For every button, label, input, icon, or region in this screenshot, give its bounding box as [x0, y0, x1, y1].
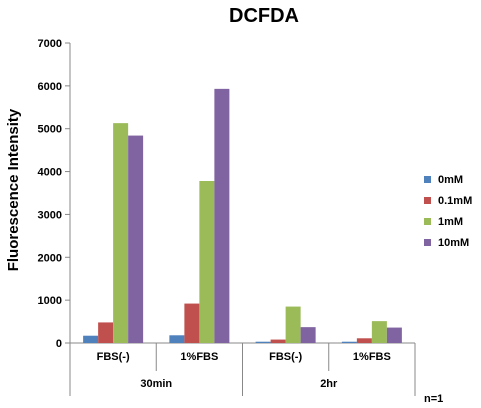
- y-tick-label: 0: [56, 338, 62, 350]
- bar-10mM-2: [214, 88, 230, 343]
- y-tick-label: 1000: [38, 295, 62, 307]
- bar-1mM-4: [371, 321, 387, 343]
- y-tick-label: 6000: [38, 81, 62, 93]
- x-group-label: 30min: [140, 378, 172, 390]
- bar-0mM-4: [341, 341, 357, 343]
- legend-swatch-0.1mM: [424, 197, 431, 204]
- y-tick-label: 5000: [38, 124, 62, 136]
- bar-0.1mM-2: [184, 303, 200, 343]
- x-category-label: FBS(-): [97, 351, 130, 363]
- bar-10mM-3: [300, 327, 316, 343]
- bar-1mM-3: [285, 306, 301, 343]
- legend-label-0mM: 0mM: [438, 174, 463, 186]
- y-tick-label: 4000: [38, 167, 62, 179]
- bar-10mM-1: [128, 135, 144, 343]
- legend: 0mM 0.1mM 1mM 10mM: [424, 174, 472, 249]
- bar-0mM-3: [255, 341, 271, 343]
- x-group-label: 2hr: [320, 378, 338, 390]
- bar-1mM-2: [199, 181, 215, 343]
- bar-0mM-2: [169, 335, 185, 343]
- x-category-label: FBS(-): [269, 351, 302, 363]
- legend-label-0.1mM: 0.1mM: [438, 195, 472, 207]
- y-axis-label: Fluorescence Intensity: [5, 108, 22, 271]
- bar-10mM-4: [386, 327, 402, 343]
- y-tick-label: 3000: [38, 209, 62, 221]
- legend-label-1mM: 1mM: [438, 216, 463, 228]
- plot-area: 0 1000 2000 3000 4000 5000 6000 7000 FBS(-) 1%FBS…: [38, 38, 416, 396]
- y-tick-label: 2000: [38, 252, 62, 264]
- x-category-label: 1%FBS: [180, 351, 218, 363]
- legend-label-10mM: 10mM: [438, 237, 469, 249]
- bar-1mM-1: [113, 123, 129, 344]
- y-tick-label: 7000: [38, 38, 62, 50]
- legend-swatch-0mM: [424, 176, 431, 183]
- bar-0.1mM-4: [356, 338, 372, 343]
- bar-0.1mM-3: [270, 339, 286, 343]
- chart-title: DCFDA: [229, 5, 299, 27]
- bar-0.1mM-1: [98, 322, 114, 343]
- bar-0mM-1: [83, 335, 99, 343]
- legend-swatch-1mM: [424, 218, 431, 225]
- x-category-label: 1%FBS: [353, 351, 391, 363]
- sample-size-note: n=1: [424, 393, 443, 405]
- legend-swatch-10mM: [424, 239, 431, 246]
